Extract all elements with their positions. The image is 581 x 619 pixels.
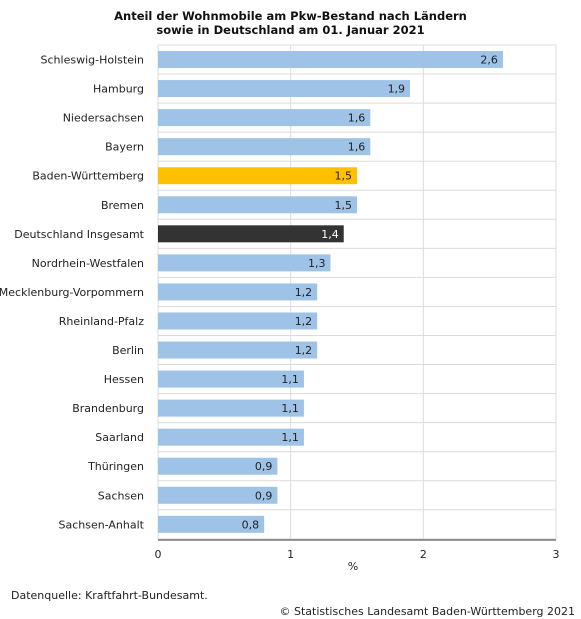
bar [158,80,410,97]
data-label: 0,9 [255,489,273,502]
x-tick-label: 1 [287,548,294,561]
x-tick-label: 3 [553,548,560,561]
bar [158,225,344,242]
category-label: Sachsen-Anhalt [58,518,144,531]
labels-layer: Schleswig-Holstein Hamburg Niedersachsen Ba… [0,54,145,532]
category-label: Hamburg [93,83,144,96]
category-label: Thüringen [87,460,144,473]
bar [158,51,503,68]
data-label: 1,9 [388,83,406,96]
x-tick-label: 0 [155,548,162,561]
data-label: 1,6 [348,112,366,125]
data-label: 0,8 [242,518,260,531]
data-label: 1,2 [295,315,313,328]
category-label: Hessen [104,373,144,386]
bar [158,342,317,359]
data-label: 1,5 [335,170,353,183]
copyright-note: © Statistisches Landesamt Baden-Württemb… [279,605,575,618]
bar [158,254,330,271]
category-label: Sachsen [98,489,144,502]
bar [158,283,317,300]
x-axis-label: % [348,560,358,573]
data-label: 1,2 [295,344,313,357]
data-label: 1,4 [321,228,339,241]
category-label: Mecklenburg-Vorpommern [0,286,144,299]
data-label: 1,5 [335,199,353,212]
bar [158,138,370,155]
data-label: 1,2 [295,286,313,299]
bars-layer: 2,6 1,9 1,6 1,6 1,5 1,5 1,4 1,3 1,2 1,2 1,2 1,1 1,1 1… [158,51,503,533]
category-label: Berlin [112,344,144,357]
data-label: 1,6 [348,141,366,154]
category-label: Baden-Württemberg [32,170,144,183]
data-label: 1,3 [308,257,326,270]
category-label: Bremen [101,199,144,212]
category-label: Nordrhein-Westfalen [32,257,144,270]
category-label: Deutschland Insgesamt [14,228,144,241]
data-label: 0,9 [255,460,273,473]
data-label: 1,1 [281,373,299,386]
data-label: 1,1 [281,431,299,444]
source-note: Datenquelle: Kraftfahrt-Bundesamt. [11,589,208,602]
bar [158,196,357,213]
bar [158,312,317,329]
bar [158,167,357,184]
bar [158,109,370,126]
category-label: Brandenburg [72,402,144,415]
category-label: Bayern [105,141,144,154]
category-label: Saarland [95,431,144,444]
x-tick-label: 2 [420,548,427,561]
x-axis: 0 1 2 3 [155,540,560,561]
category-label: Schleswig-Holstein [41,54,144,67]
category-label: Niedersachsen [63,112,144,125]
category-label: Rheinland-Pfalz [59,315,144,328]
data-label: 2,6 [480,54,498,67]
data-label: 1,1 [281,402,299,415]
